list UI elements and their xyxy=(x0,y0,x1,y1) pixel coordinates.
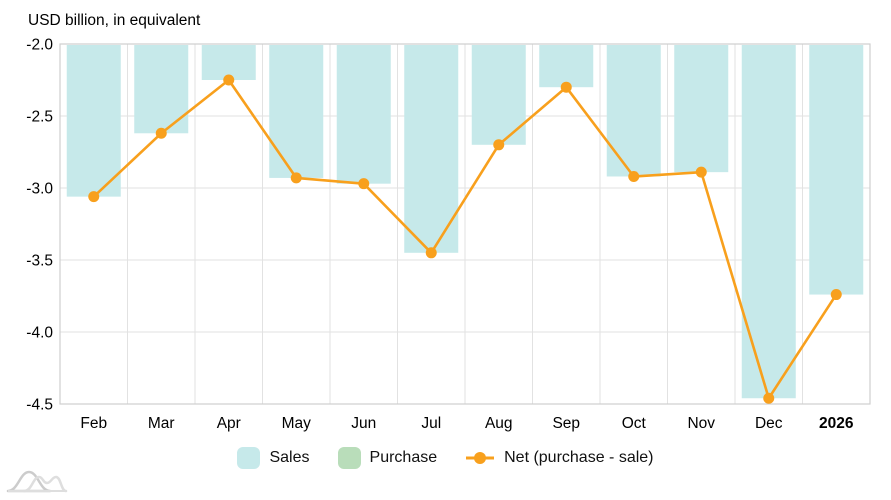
sales-bar xyxy=(66,45,121,197)
net-point xyxy=(763,392,775,404)
sales-bar xyxy=(201,45,256,80)
sales-bar xyxy=(134,45,189,134)
sales-swatch-icon xyxy=(237,447,261,469)
watermark-logo-icon xyxy=(6,470,68,493)
chart-title: USD billion, in equivalent xyxy=(28,12,201,29)
net-line-marker-icon xyxy=(465,451,495,465)
y-tick-label: -3.0 xyxy=(26,181,53,198)
x-axis-label: Jul xyxy=(421,415,441,432)
sales-bar xyxy=(606,45,661,177)
net-point xyxy=(493,139,505,151)
net-point xyxy=(628,170,640,182)
sales-bar xyxy=(336,45,391,184)
legend-label-purchase: Purchase xyxy=(369,449,438,466)
sales-bar xyxy=(269,45,324,178)
sales-bar xyxy=(404,45,459,253)
x-axis-label: Apr xyxy=(217,415,241,432)
net-point xyxy=(695,166,707,178)
x-axis-label: Jun xyxy=(351,415,376,432)
sales-bar xyxy=(741,45,796,399)
x-axis-label: Feb xyxy=(80,415,107,432)
y-tick-label: -2.0 xyxy=(26,37,53,54)
x-axis-label: May xyxy=(282,415,312,432)
legend-item-net[interactable]: Net (purchase - sale) xyxy=(465,449,654,467)
legend-label-sales: Sales xyxy=(269,449,310,466)
net-line xyxy=(92,78,838,400)
sales-bar xyxy=(809,45,864,295)
net-point xyxy=(358,178,370,190)
legend-item-purchase[interactable]: Purchase xyxy=(337,447,438,469)
x-axis-label: Mar xyxy=(148,415,175,432)
legend-item-sales[interactable]: Sales xyxy=(237,447,310,469)
net-point xyxy=(425,247,437,259)
chart-legend: Sales Purchase Net (purchase - sale) xyxy=(0,447,891,469)
net-point xyxy=(223,74,235,86)
y-tick-label: -4.5 xyxy=(26,397,53,414)
y-tick-label: -4.0 xyxy=(26,325,53,342)
legend-label-net: Net (purchase - sale) xyxy=(504,449,654,466)
plot-area: -2.0 -2.5 -3.0 -3.5 -4.0 -4.5 Feb Mar Apr May Jun J… xyxy=(26,37,871,432)
x-axis-label: Aug xyxy=(485,415,513,432)
net-point xyxy=(560,81,572,93)
x-axis-label: Nov xyxy=(687,415,715,432)
x-axis-label: 2026 xyxy=(819,415,854,432)
y-tick-label: -3.5 xyxy=(26,253,53,270)
purchase-swatch-icon xyxy=(337,447,361,469)
plot-border xyxy=(59,43,871,405)
y-tick-label: -2.5 xyxy=(26,109,53,126)
x-axis-label: Dec xyxy=(755,415,783,432)
sales-bar xyxy=(539,45,594,88)
net-point xyxy=(88,191,100,203)
x-axis-label: Oct xyxy=(622,415,647,432)
net-point xyxy=(290,172,302,184)
sales-bar xyxy=(674,45,729,173)
net-point xyxy=(830,289,842,301)
x-axis-label: Sep xyxy=(552,415,580,432)
net-point xyxy=(155,127,167,139)
